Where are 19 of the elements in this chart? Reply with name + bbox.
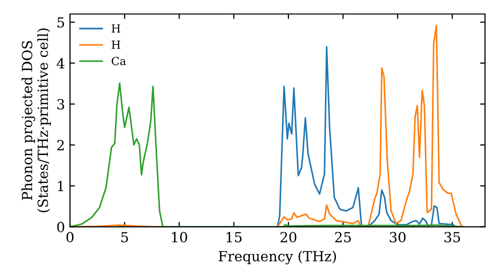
y-tick-label: 1 bbox=[58, 180, 64, 192]
legend-label: Ca bbox=[112, 56, 126, 66]
x-tick-label: 15 bbox=[226, 232, 242, 242]
x-tick-label: 5 bbox=[121, 232, 128, 242]
legend-label: H bbox=[112, 24, 120, 32]
y-tick-label: 5 bbox=[57, 17, 64, 28]
x-tick-label: 10 bbox=[172, 232, 188, 242]
x-axis-title: Frequency (THz) bbox=[218, 250, 336, 264]
y-tick-label: 0 bbox=[57, 222, 64, 232]
x-tick-label: 0 bbox=[66, 232, 74, 242]
legend-label: H bbox=[112, 40, 120, 49]
x-tick-label: 35 bbox=[444, 232, 460, 242]
x-tick-label: 25 bbox=[335, 232, 351, 242]
y-tick-label: 2 bbox=[57, 140, 64, 150]
y-tick-label: 3 bbox=[57, 99, 64, 110]
y-axis-title: Phonon projected DOS (States/THz·primitive cell) bbox=[22, 28, 51, 212]
x-tick-label: 30 bbox=[390, 232, 406, 242]
y-tick-label: 4 bbox=[56, 58, 64, 68]
x-tick-label: 20 bbox=[280, 232, 296, 242]
